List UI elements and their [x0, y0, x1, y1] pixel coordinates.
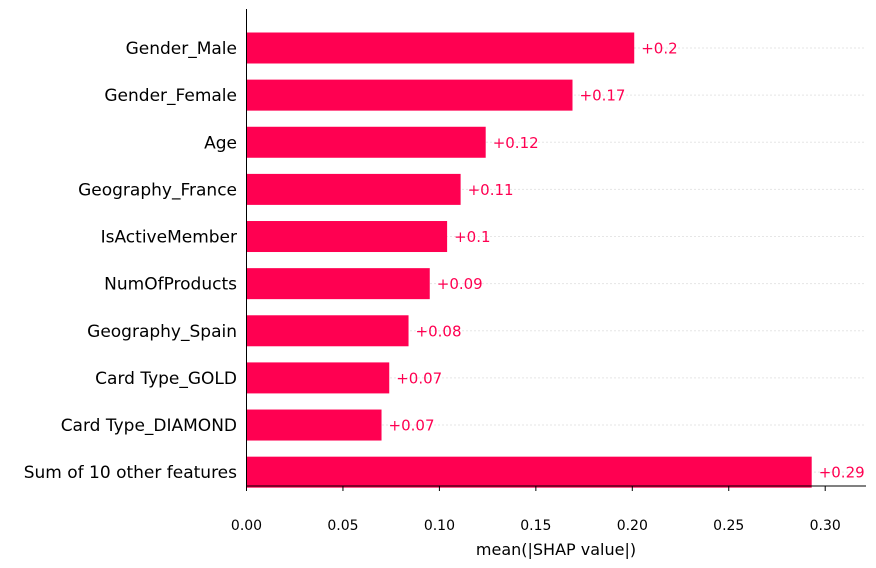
bar [246, 221, 448, 253]
bar-value-label: +0.11 [468, 181, 514, 199]
y-axis-labels: Gender_Male Gender_Female Age Geography_Fra… [24, 39, 237, 483]
category-label: NumOfProducts [104, 275, 237, 295]
bar [246, 456, 812, 488]
axes [246, 9, 866, 487]
bar-value-label: +0.08 [416, 322, 462, 340]
x-axis-title: mean(|SHAP value|) [476, 540, 636, 559]
x-axis-ticks: 0.00 0.05 0.10 0.15 0.20 0.25 0.30 [231, 486, 841, 534]
guide-lines [246, 47, 866, 473]
bar-value-label: +0.07 [389, 417, 435, 435]
category-label: Card Type_DIAMOND [61, 416, 237, 436]
x-tick-label: 0.30 [810, 518, 841, 534]
bar [246, 268, 430, 300]
bar-value-label: +0.2 [641, 40, 677, 58]
category-label: Geography_Spain [87, 322, 237, 342]
x-tick-label: 0.15 [520, 518, 551, 534]
category-label: Sum of 10 other features [24, 463, 237, 483]
bar [246, 32, 635, 64]
category-label: Geography_France [78, 180, 237, 200]
category-label: IsActiveMember [101, 228, 237, 248]
bars [246, 32, 812, 488]
x-tick-label: 0.00 [231, 518, 262, 534]
x-tick-label: 0.10 [424, 518, 455, 534]
bar [246, 126, 486, 158]
bar [246, 362, 390, 394]
bar [246, 173, 461, 205]
x-tick-label: 0.25 [713, 518, 744, 534]
category-label: Age [204, 133, 237, 153]
bar [246, 409, 382, 441]
category-label: Gender_Male [126, 39, 237, 59]
x-tick-label: 0.05 [327, 518, 358, 534]
bar-value-label: +0.09 [437, 275, 483, 293]
value-labels: +0.2 +0.17 +0.12 +0.11 +0.1 +0.09 +0.08 +0.07 +0… [389, 40, 865, 482]
bar-value-label: +0.12 [493, 134, 539, 152]
category-label: Gender_Female [104, 86, 237, 106]
bar [246, 79, 573, 111]
bar-value-label: +0.29 [819, 464, 865, 482]
x-tick-label: 0.20 [617, 518, 648, 534]
bar-value-label: +0.17 [580, 87, 626, 105]
bar [246, 315, 409, 347]
category-label: Card Type_GOLD [95, 369, 237, 389]
bar-value-label: +0.07 [396, 369, 442, 387]
bar-value-label: +0.1 [454, 228, 490, 246]
